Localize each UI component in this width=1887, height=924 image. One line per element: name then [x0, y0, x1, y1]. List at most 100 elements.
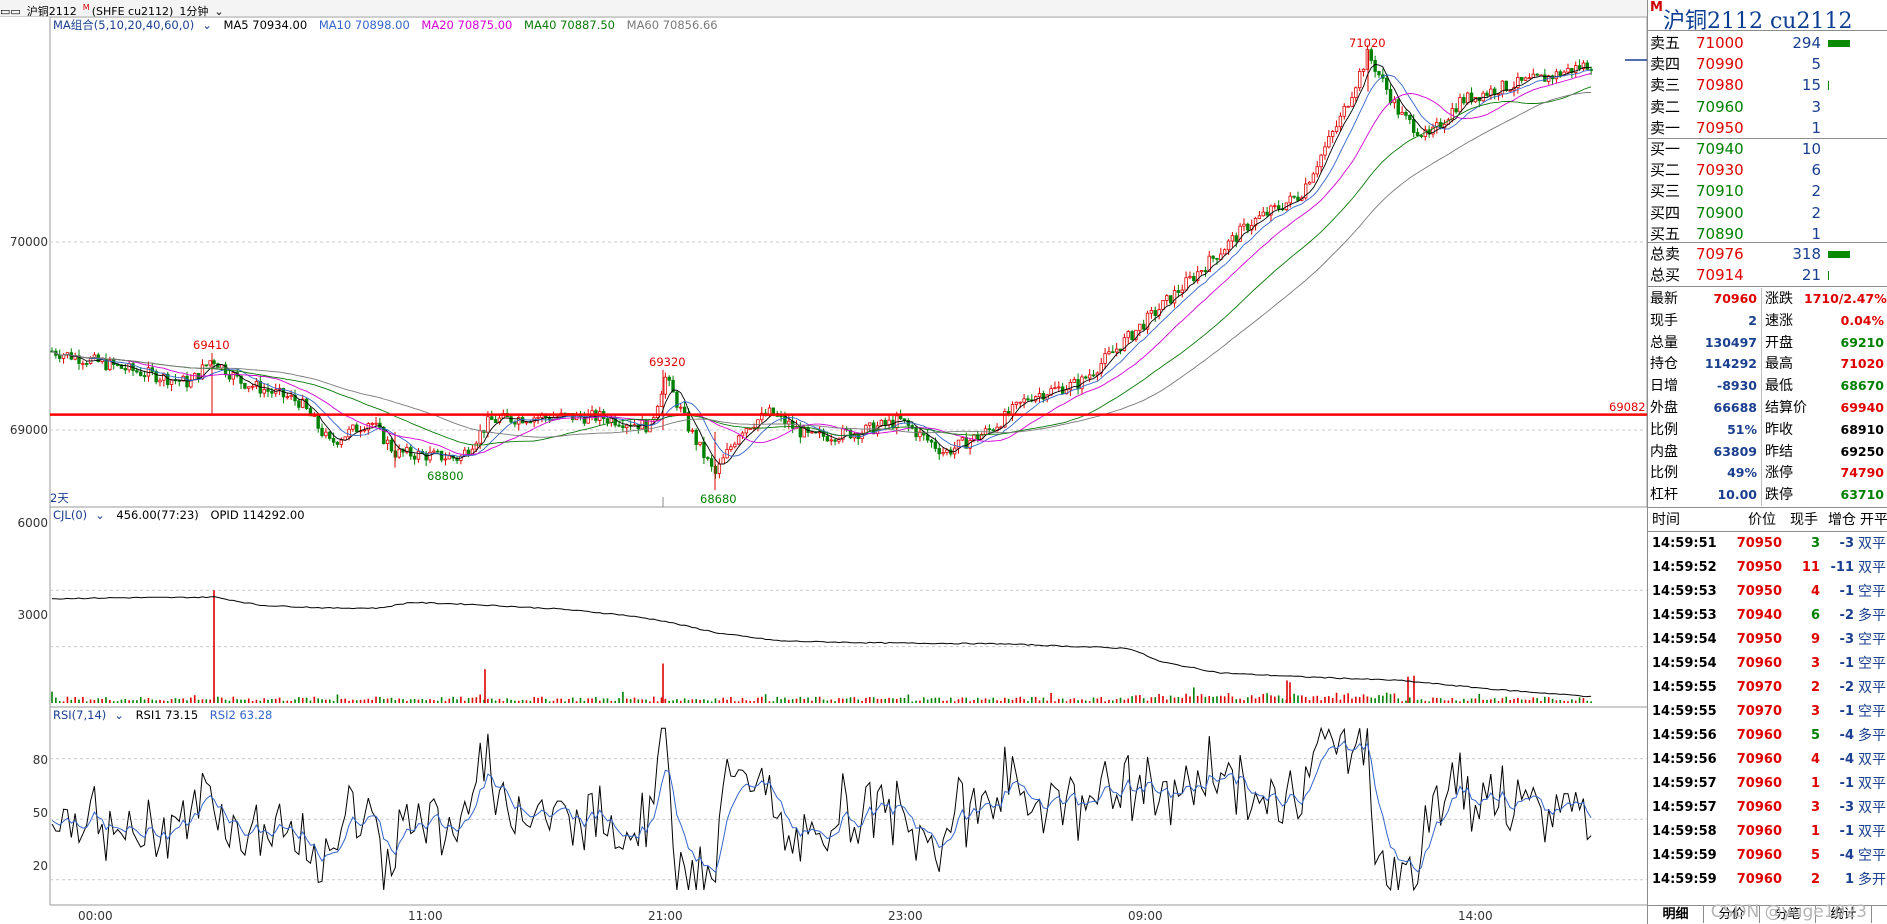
x-tick-2300: 23:00 [888, 909, 923, 923]
bid-row-3[interactable]: 买三 70910 2 [1648, 181, 1887, 202]
candle-body [1303, 183, 1308, 199]
candle-body [694, 429, 698, 445]
candle-body [1323, 146, 1327, 156]
quote-right-5[interactable]: 结算价 69940 [1763, 397, 1886, 419]
quote-value: 69250 [1840, 443, 1885, 459]
bid-row-5[interactable]: 买五 70890 1 [1648, 224, 1887, 245]
trade-time: 14:59:56 [1652, 728, 1717, 743]
rsi2-value: RSI2 63.28 [209, 708, 273, 722]
trade-price: 70950 [1736, 632, 1782, 647]
candle-body [123, 368, 127, 371]
tab-detail[interactable]: 明细 [1648, 906, 1704, 923]
candle-body [204, 364, 208, 367]
separator [1648, 507, 1887, 508]
candle-body [1145, 312, 1150, 330]
candle-body [1257, 215, 1262, 219]
candle-body [1315, 166, 1319, 175]
candle-body [1342, 105, 1346, 117]
candle-body [1357, 70, 1362, 89]
candle-body [1246, 223, 1250, 231]
trade-type: 双平 [1858, 680, 1886, 696]
candle-body [1485, 92, 1489, 96]
quote-left-1: 现手 2 [1648, 310, 1761, 332]
candle-body [682, 406, 687, 413]
tab-tick[interactable]: 分笔 [1760, 906, 1816, 923]
candle-body [81, 363, 85, 365]
ob-label: 卖四 [1650, 55, 1681, 74]
separator [1648, 242, 1887, 243]
ask-row-3[interactable]: 卖三 70980 15 [1648, 75, 1887, 96]
ask-row-2[interactable]: 卖二 70960 3 [1648, 97, 1887, 118]
candle-body [1400, 111, 1404, 115]
ob-label: 买二 [1650, 161, 1681, 180]
candle-body [1574, 65, 1578, 73]
candle-body [1076, 379, 1080, 390]
ma20-value: MA20 70875.00 [421, 18, 513, 32]
candle-body [690, 429, 695, 432]
annotation-high-71020: 71020 [1349, 36, 1386, 50]
ma5-value: MA5 70934.00 [223, 18, 308, 32]
candle-body [667, 376, 671, 381]
trade-time: 14:59:59 [1652, 872, 1717, 887]
ob-volume: 1 [1811, 224, 1821, 243]
trade-row: 14:59:57 70960 1 -1 双平 [1648, 772, 1887, 796]
period-selector[interactable]: 1分钟 ⌄ [179, 4, 224, 18]
candle-body [740, 432, 745, 437]
candle-body [1180, 289, 1184, 293]
candle-body [1053, 387, 1057, 390]
trade-volume: 6 [1810, 608, 1820, 623]
quote-key: 昨收 [1765, 421, 1793, 438]
opid-value: OPID 114292.00 [210, 508, 305, 522]
ob-volume: 2 [1811, 182, 1821, 201]
total-row-2[interactable]: 总买 70914 21 [1648, 265, 1887, 286]
quote-divider [1761, 288, 1762, 506]
candle-body [1566, 68, 1570, 73]
quote-value: 1710/2.47% [1804, 291, 1887, 306]
chart-area[interactable] [0, 0, 1647, 924]
quote-value: 2 [1748, 312, 1757, 328]
contract-name: 沪铜2112 [26, 4, 77, 18]
trade-price: 70960 [1736, 752, 1782, 767]
bid-row-2[interactable]: 买二 70930 6 [1648, 160, 1887, 181]
candle-body [432, 450, 436, 453]
ask-row-4[interactable]: 卖四 70990 5 [1648, 54, 1887, 75]
ask-row-5[interactable]: 卖五 71000 294 [1648, 33, 1887, 54]
candle-body [1192, 276, 1196, 282]
rsi-selector[interactable]: RSI(7,14) ⌄ [53, 708, 124, 722]
trade-volume: 3 [1810, 800, 1820, 815]
candle-body [1431, 126, 1435, 135]
candle-body [1292, 195, 1296, 198]
quote-key: 开盘 [1765, 334, 1793, 351]
candle-body [108, 359, 112, 370]
quote-key: 涨停 [1765, 465, 1793, 482]
candle-body [686, 412, 691, 432]
quote-value: 130497 [1704, 334, 1757, 350]
quote-left-7: 内盘 63809 [1648, 441, 1761, 463]
quote-right-6: 昨收 68910 [1763, 419, 1886, 441]
quote-key: 持仓 [1650, 356, 1678, 373]
candle-body [1199, 270, 1204, 273]
bid-row-4[interactable]: 买四 70900 2 [1648, 203, 1887, 224]
total-row-1[interactable]: 总卖 70976 318 [1648, 244, 1887, 265]
candle-body [474, 442, 479, 450]
tab-price[interactable]: 分价 [1704, 906, 1760, 923]
ask-row-1[interactable]: 卖一 70950 1 [1648, 118, 1887, 139]
tab-stats[interactable]: 统计 [1816, 906, 1872, 923]
candle-body [868, 422, 872, 426]
candle-body [1230, 235, 1235, 242]
candle-body [58, 354, 62, 359]
candle-body [918, 431, 922, 438]
ob-volume-bar [1828, 251, 1850, 258]
bid-row-1[interactable]: 买一 70940 10 [1648, 139, 1887, 160]
ma-selector[interactable]: MA组合(5,10,20,40,60,0) ⌄ [53, 18, 212, 32]
separator [1648, 286, 1887, 287]
trade-row: 14:59:54 70950 9 -3 空平 [1648, 628, 1887, 652]
candle-body [1462, 97, 1466, 104]
trade-time: 14:59:53 [1652, 584, 1717, 599]
quote-left-9: 杠杆 10.00 [1648, 484, 1761, 506]
candle-body [1153, 310, 1157, 316]
cjl-selector[interactable]: CJL(0) ⌄ [53, 508, 105, 522]
th-vol: 现手 [1790, 512, 1818, 528]
candle-body [1130, 331, 1134, 341]
quote-value: 69210 [1840, 334, 1885, 350]
